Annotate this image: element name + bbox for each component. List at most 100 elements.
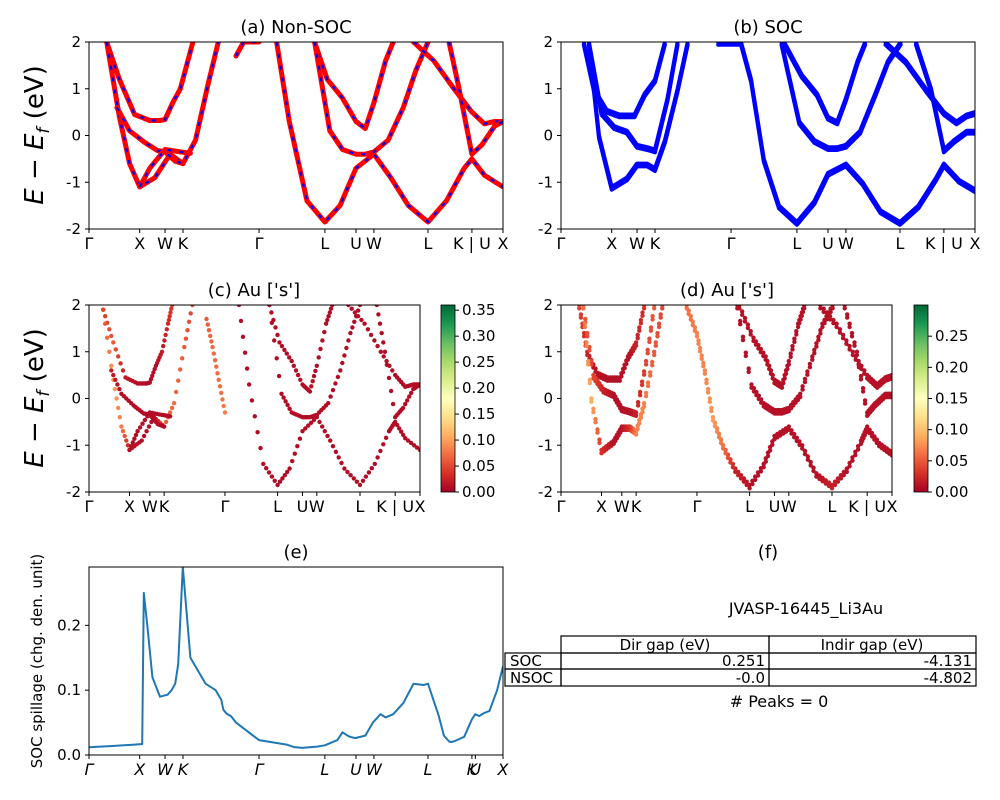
projection-point bbox=[874, 440, 879, 446]
projection-point bbox=[318, 346, 323, 352]
projection-point bbox=[818, 328, 823, 333]
projection-point bbox=[802, 306, 807, 311]
projection-point bbox=[117, 415, 123, 420]
projection-point bbox=[222, 410, 228, 415]
projection-point bbox=[786, 358, 791, 364]
projection-point bbox=[701, 360, 706, 366]
projection-point bbox=[737, 306, 742, 311]
x-tick-label: W bbox=[614, 497, 630, 516]
projection-point bbox=[800, 309, 806, 315]
panel-d-title: (d) Au ['s'] bbox=[680, 280, 774, 301]
projection-point bbox=[767, 448, 773, 453]
projection-point bbox=[109, 333, 114, 339]
projection-point bbox=[238, 318, 244, 324]
projection-point bbox=[587, 377, 592, 382]
projection-point bbox=[849, 334, 855, 339]
projection-point bbox=[591, 365, 596, 370]
projection-point bbox=[211, 351, 216, 356]
projection-point bbox=[855, 444, 861, 449]
projection-point bbox=[856, 365, 862, 370]
projection-point bbox=[800, 446, 805, 451]
projection-point bbox=[190, 305, 195, 308]
projection-point bbox=[718, 440, 724, 446]
x-tick-label: Γ bbox=[220, 497, 229, 516]
projection-point bbox=[814, 341, 819, 346]
projection-point bbox=[275, 332, 280, 338]
projection-point bbox=[129, 444, 134, 449]
x-tick-label: L bbox=[356, 497, 365, 516]
projection-point bbox=[295, 372, 301, 378]
projection-point bbox=[635, 403, 641, 408]
projection-point bbox=[115, 382, 120, 387]
projection-point bbox=[798, 391, 803, 396]
projection-point bbox=[204, 316, 209, 322]
projection-point bbox=[349, 306, 354, 311]
projection-point bbox=[397, 426, 402, 431]
projection-point bbox=[751, 389, 757, 394]
panel-b-lines bbox=[581, 42, 975, 227]
projection-point bbox=[320, 338, 325, 343]
projection-point bbox=[325, 317, 330, 323]
x-tick-label: W bbox=[366, 234, 382, 253]
projection-point bbox=[705, 386, 711, 392]
projection-point bbox=[354, 479, 360, 484]
projection-point bbox=[658, 312, 663, 317]
x-tick-label: L bbox=[320, 760, 329, 779]
projection-point bbox=[790, 347, 795, 352]
projection-point bbox=[173, 389, 179, 395]
projection-point bbox=[578, 315, 584, 320]
projection-point bbox=[378, 448, 383, 454]
projection-point bbox=[152, 366, 157, 372]
projection-point bbox=[342, 353, 347, 358]
x-tick-label: K bbox=[159, 497, 170, 516]
projection-point bbox=[758, 350, 763, 355]
projection-point bbox=[761, 353, 766, 359]
x-tick-label: X bbox=[415, 497, 426, 516]
projection-point bbox=[816, 337, 821, 343]
projection-point bbox=[306, 423, 311, 428]
projection-point bbox=[279, 391, 284, 396]
projection-point bbox=[107, 349, 112, 354]
projection-point bbox=[854, 349, 860, 354]
projection-point bbox=[109, 368, 114, 373]
projection-point bbox=[834, 324, 839, 330]
projection-point bbox=[753, 477, 758, 482]
projection-point bbox=[730, 465, 736, 470]
nonsoc-band-dash bbox=[313, 42, 395, 130]
projection-point bbox=[285, 469, 290, 475]
projection-point bbox=[792, 339, 797, 345]
projection-point bbox=[817, 476, 822, 482]
colorbar-tick-label: 0.05 bbox=[935, 452, 968, 470]
x-tick-label: W bbox=[157, 760, 174, 779]
projection-point bbox=[313, 368, 318, 374]
projection-point bbox=[872, 437, 877, 442]
projection-point bbox=[759, 400, 764, 405]
x-tick-label: L bbox=[828, 497, 837, 516]
projection-point bbox=[723, 451, 728, 456]
projection-point bbox=[272, 478, 277, 483]
projection-point bbox=[345, 469, 350, 475]
projection-point bbox=[742, 315, 748, 321]
projection-point bbox=[120, 429, 126, 434]
projection-point bbox=[779, 385, 785, 390]
y-tick-label: 0 bbox=[543, 390, 553, 408]
nonsoc-band-dash bbox=[105, 42, 220, 188]
projection-point bbox=[578, 312, 584, 317]
projection-point bbox=[274, 356, 279, 361]
x-tick-label: K | U bbox=[453, 234, 491, 253]
projection-point bbox=[782, 376, 787, 381]
projection-point bbox=[589, 399, 594, 404]
projection-point bbox=[765, 453, 771, 459]
panel-a-lines bbox=[104, 42, 503, 225]
projection-point bbox=[835, 479, 841, 484]
projection-point bbox=[745, 325, 751, 331]
projection-point bbox=[582, 324, 588, 330]
projection-point bbox=[640, 313, 645, 318]
projection-point bbox=[285, 402, 290, 408]
x-tick-label: L bbox=[896, 234, 905, 253]
projection-point bbox=[112, 386, 118, 392]
projection-point bbox=[114, 396, 119, 401]
projection-point bbox=[818, 331, 823, 336]
